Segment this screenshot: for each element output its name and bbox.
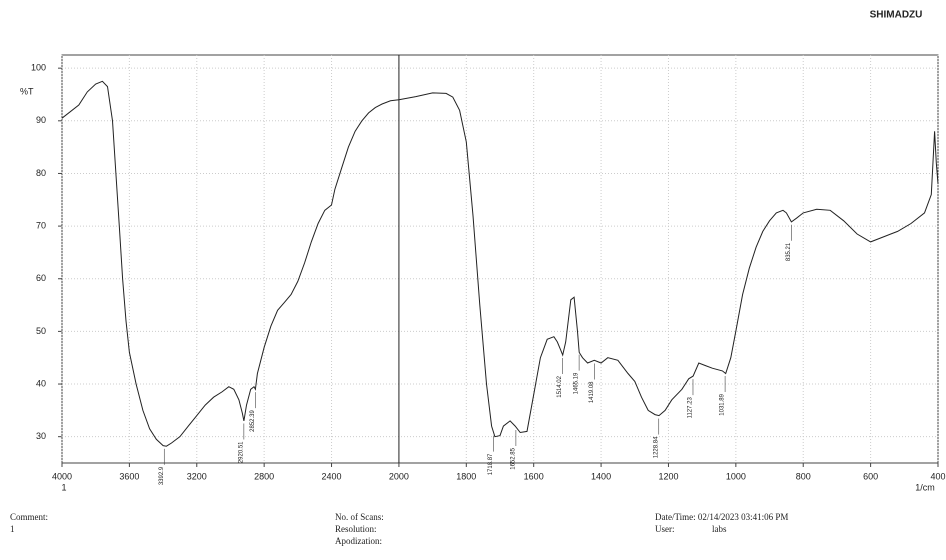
y-tick-label: 30 [36,431,46,441]
y-tick-label: 80 [36,168,46,178]
footer-text: Date/Time: 02/14/2023 03:41:06 PM [655,512,788,522]
peak-label: 1228.84 [653,436,659,458]
footer-text: Apodization: [335,536,382,546]
peak-label: 1652.85 [510,447,516,469]
brand: SHIMADZU [870,10,923,21]
x-tick-label: 600 [863,471,878,481]
peak-label: 2852.39 [250,410,256,432]
x-tick-label: 2000 [389,471,409,481]
plot-frame [61,54,939,464]
y-tick-label: 100 [31,63,46,73]
footer-text: Comment: [10,512,48,522]
peak-label: 1718.87 [488,453,494,475]
peak-label: 1419.08 [589,381,595,403]
peak-label: 1465.19 [574,372,580,394]
x-tick-label: 800 [796,471,811,481]
x-tick-label: 3600 [119,471,139,481]
footer-text: labs [712,524,727,534]
peak-label: 2920.51 [238,441,244,463]
x-tick-label: 1000 [726,471,746,481]
peak-label: 1514.02 [557,375,563,397]
x-tick-label: 400 [930,471,945,481]
y-tick-label: 40 [36,378,46,388]
footer-text: 1 [10,524,15,534]
x-tick-label: 1400 [591,471,611,481]
spectrum-line [61,80,939,447]
peak-label: 835.21 [786,242,792,261]
y-axis-label: %T [20,86,34,96]
peak-label: 1127.23 [688,397,694,419]
x-tick-label: 2400 [322,471,342,481]
y-tick-label: 50 [36,326,46,336]
footer-text: User: [655,524,675,534]
x-tick-label: 2800 [254,471,274,481]
x-tick-label: 3200 [187,471,207,481]
x-tick-label: 1200 [658,471,678,481]
y-tick-label: 60 [36,273,46,283]
footer-text: No. of Scans: [335,512,384,522]
x-tick-label: 1800 [456,471,476,481]
x-axis-label: 1/cm [915,482,935,492]
page-number: 1 [61,482,66,492]
peak-label: 1031.89 [720,393,726,415]
footer-text: Resolution: [335,524,377,534]
peak-label: 3392.9 [159,466,165,485]
x-tick-label: 1600 [524,471,544,481]
y-tick-label: 70 [36,220,46,230]
y-tick-label: 90 [36,115,46,125]
x-tick-label: 4000 [52,471,72,481]
